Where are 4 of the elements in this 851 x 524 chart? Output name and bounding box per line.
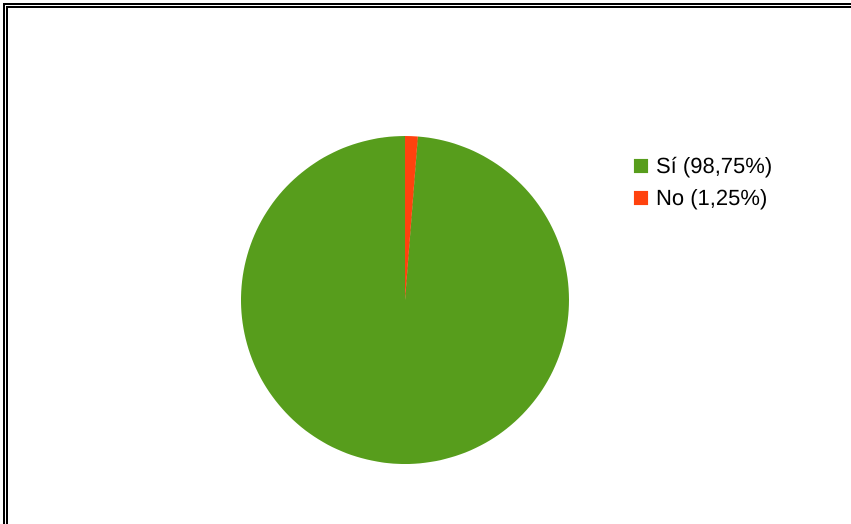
legend-label: Sí (98,75%) [656, 153, 772, 178]
pie-slice [405, 136, 418, 300]
legend-label: No (1,25%) [656, 185, 768, 210]
pie-slice [241, 136, 569, 464]
